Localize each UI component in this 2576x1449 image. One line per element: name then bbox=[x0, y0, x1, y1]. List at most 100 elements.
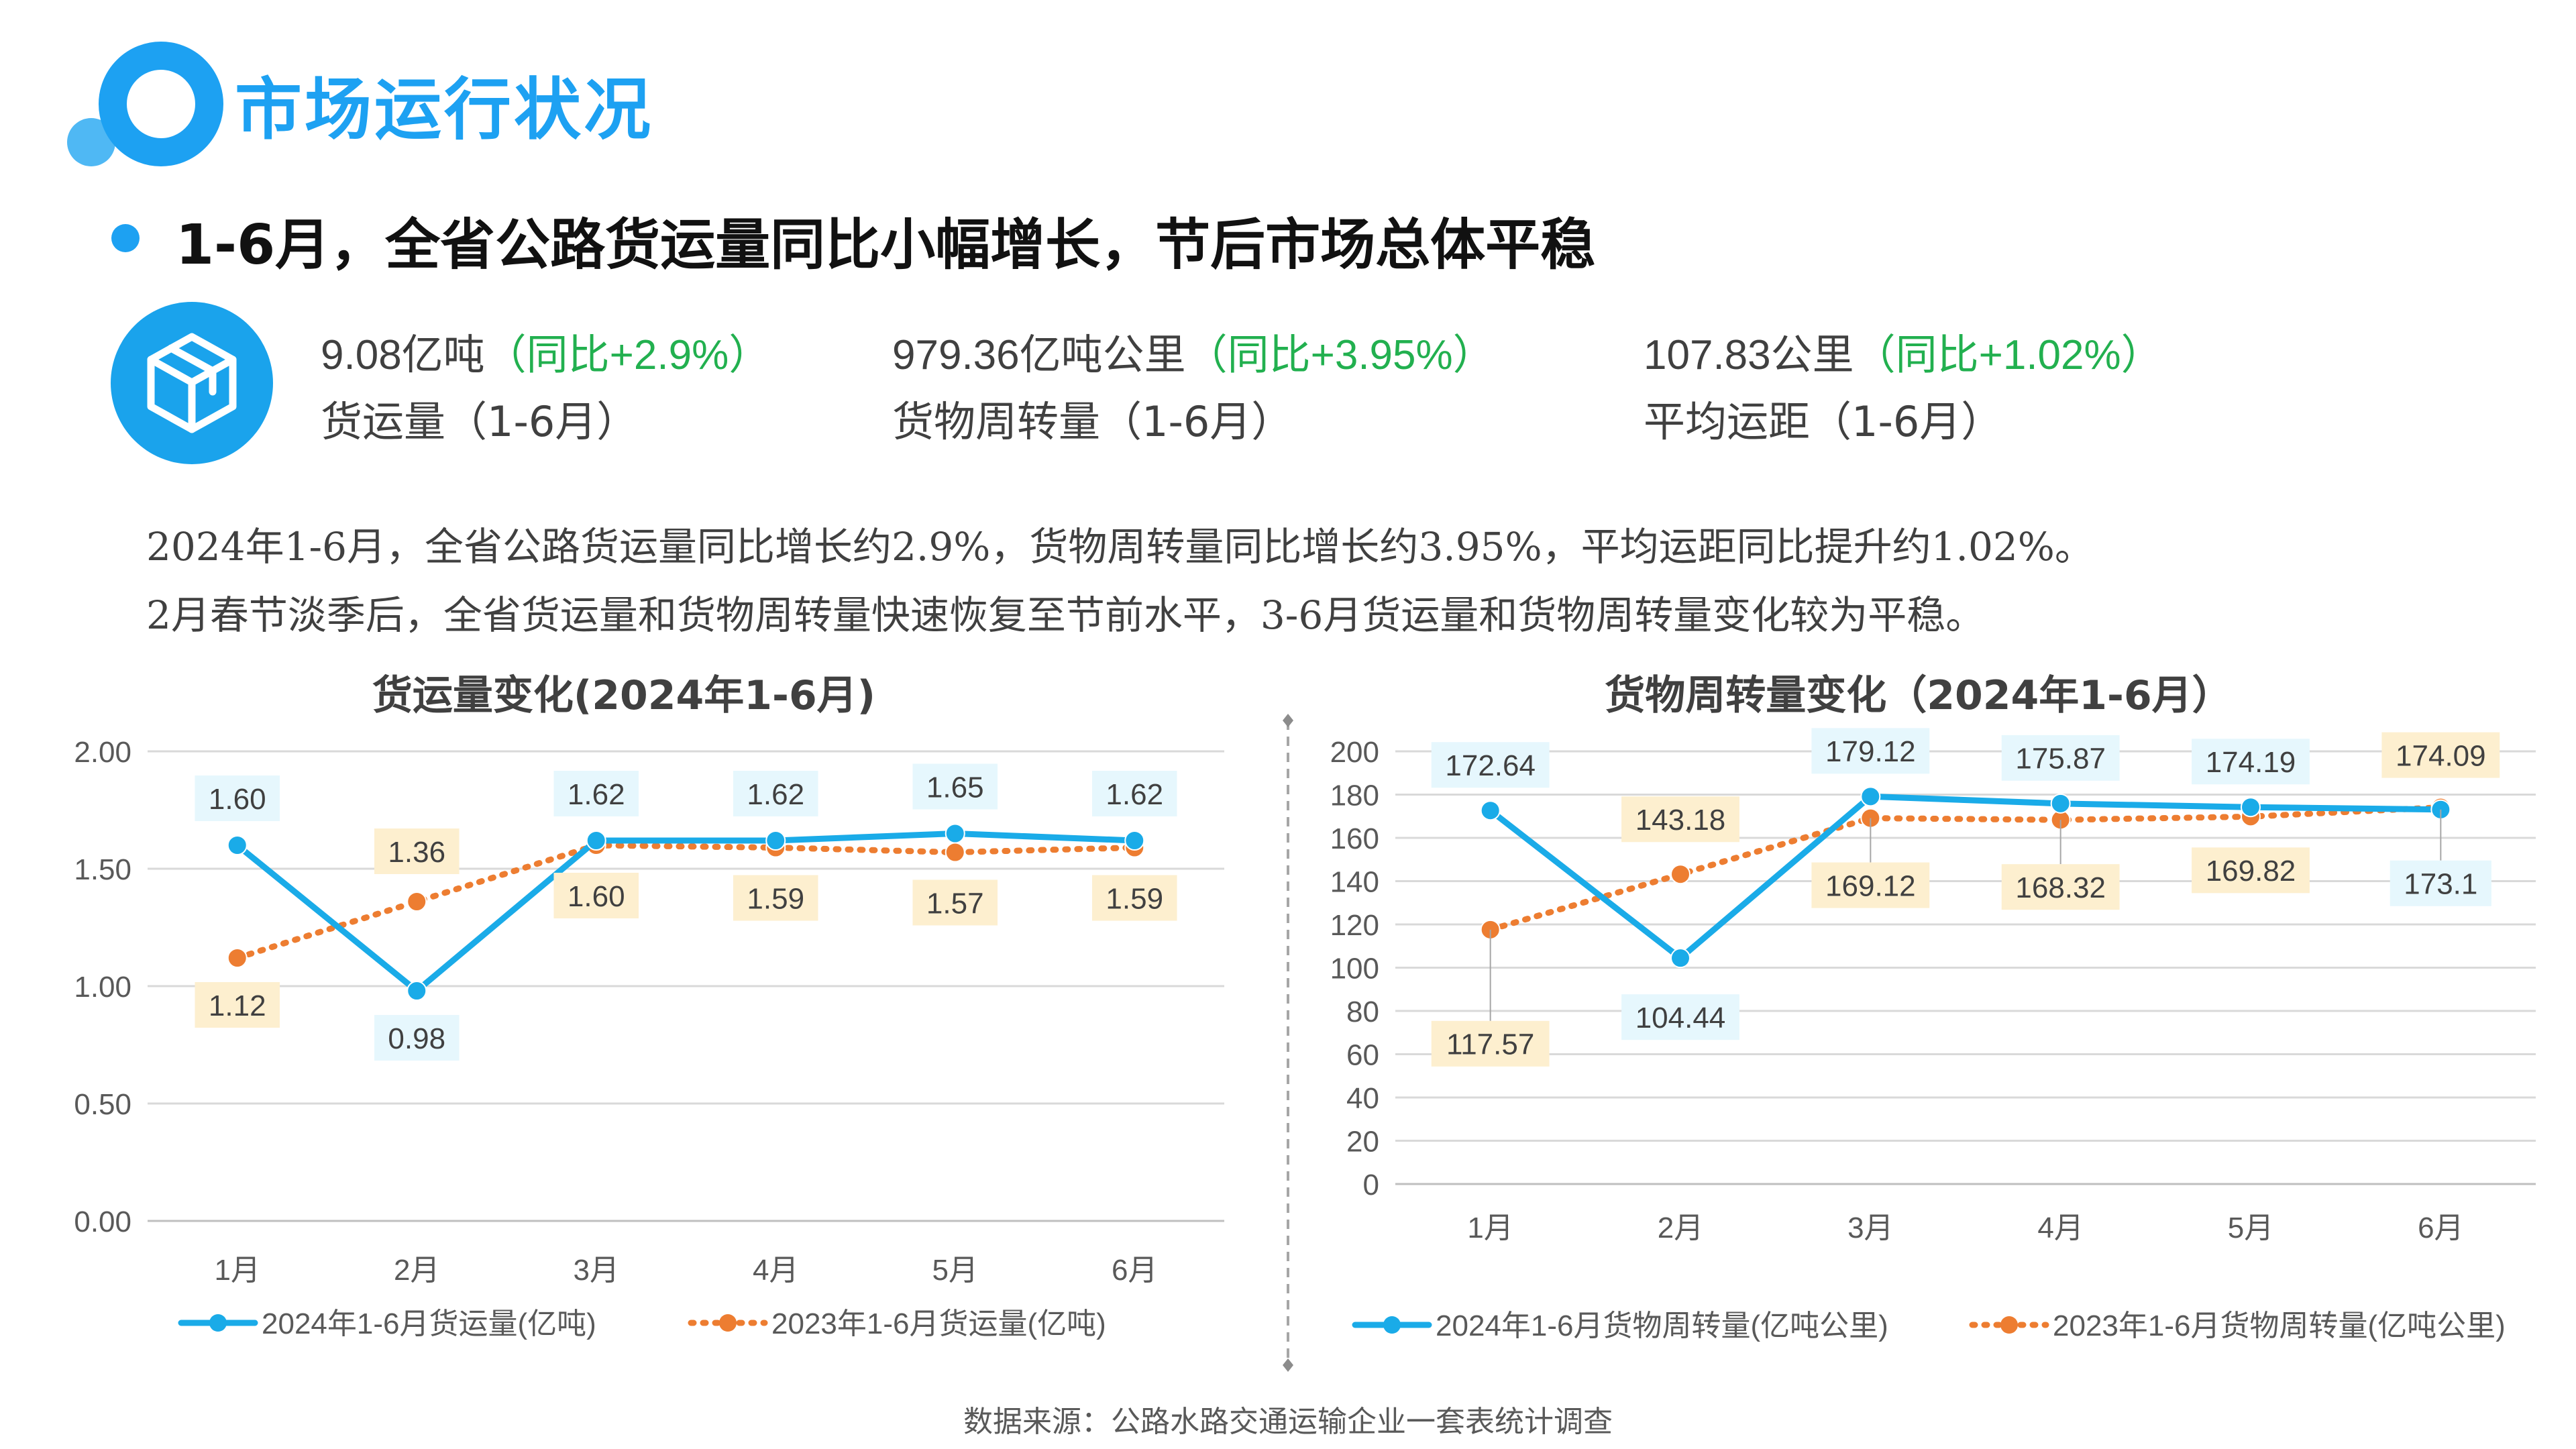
x-tick-label: 4月 bbox=[753, 1254, 798, 1287]
chart-freight-volume: 0.00 0.50 1.00 1.50 2.00 1月 2月 3月 4月 5月 6月 1.60 0.98… bbox=[74, 736, 1224, 1340]
x-tick-label: 5月 bbox=[2228, 1212, 2273, 1244]
x-tick-label: 3月 bbox=[574, 1254, 619, 1287]
chart-title-volume: 货运量变化(2024年1-6月) bbox=[372, 672, 876, 719]
data-label: 174.09 bbox=[2396, 739, 2486, 772]
stat-value: 107.83公里 bbox=[1644, 332, 1854, 378]
data-point bbox=[407, 981, 427, 1001]
y-tick-label: 2.00 bbox=[74, 736, 131, 769]
data-point bbox=[2050, 793, 2071, 814]
y-tick-label: 0.00 bbox=[74, 1205, 131, 1238]
y-tick-label: 100 bbox=[1330, 953, 1379, 985]
legend-label: 2023年1-6月货运量(亿吨) bbox=[771, 1307, 1106, 1340]
stat-label: 货运量（1-6月） bbox=[321, 397, 639, 446]
y-tick-label: 0.50 bbox=[74, 1088, 131, 1121]
data-label: 117.57 bbox=[1446, 1028, 1534, 1061]
data-label: 168.32 bbox=[2015, 871, 2106, 904]
legend-label: 2024年1-6月货物周转量(亿吨公里) bbox=[1436, 1309, 1888, 1342]
data-label-bg bbox=[2390, 860, 2491, 906]
data-point bbox=[945, 823, 965, 844]
legend-swatch-marker bbox=[1383, 1316, 1401, 1334]
legend-swatch-marker bbox=[209, 1314, 227, 1332]
data-label-bg bbox=[1621, 994, 1739, 1040]
data-label-bg bbox=[2192, 847, 2310, 894]
data-label: 169.82 bbox=[2206, 855, 2296, 888]
logo-icon bbox=[67, 42, 223, 166]
y-tick-label: 160 bbox=[1330, 822, 1379, 855]
data-label-bg bbox=[1811, 862, 1930, 908]
data-label-bg bbox=[553, 771, 639, 816]
data-label-bg bbox=[374, 828, 460, 874]
chart-divider bbox=[1283, 714, 1293, 1372]
data-point bbox=[1670, 864, 1690, 885]
data-label: 1.59 bbox=[1106, 882, 1163, 915]
data-point bbox=[1670, 948, 1690, 969]
data-label-bg bbox=[1811, 728, 1930, 774]
data-label-bg bbox=[1091, 771, 1177, 816]
data-label-bg bbox=[1431, 742, 1550, 788]
x-tick-label: 4月 bbox=[2037, 1212, 2083, 1244]
package-box-icon bbox=[111, 302, 273, 464]
data-label: 1.62 bbox=[747, 778, 804, 811]
data-label-bg bbox=[733, 875, 818, 921]
data-label: 1.60 bbox=[209, 783, 266, 816]
stat-change: （同比+1.02%） bbox=[1854, 332, 2163, 378]
y-tick-label: 20 bbox=[1346, 1126, 1379, 1159]
data-label: 1.59 bbox=[747, 882, 804, 915]
stat-value: 9.08亿吨 bbox=[321, 332, 485, 378]
y-tick-label: 140 bbox=[1330, 866, 1379, 899]
x-tick-label: 6月 bbox=[2418, 1212, 2463, 1244]
chart-cargo-turnover: 0 20 40 60 80 100 120 140 160 180 200 1月 2月 3月 4月 5月 6月 1… bbox=[1330, 728, 2536, 1342]
x-tick-label: 3月 bbox=[1847, 1212, 1893, 1244]
data-label: 172.64 bbox=[1445, 749, 1536, 782]
data-label-bg bbox=[1621, 796, 1739, 843]
data-label-bg bbox=[553, 873, 639, 918]
data-label: 0.98 bbox=[388, 1022, 445, 1055]
data-label: 1.62 bbox=[1106, 778, 1163, 811]
data-point bbox=[1480, 800, 1501, 821]
y-tick-label: 200 bbox=[1330, 736, 1379, 769]
series-line bbox=[1487, 793, 2444, 961]
data-point bbox=[1860, 786, 1881, 807]
data-label: 143.18 bbox=[1635, 804, 1726, 837]
bullet-icon bbox=[111, 224, 140, 252]
data-label-bg bbox=[912, 763, 998, 810]
data-point bbox=[1124, 830, 1145, 851]
data-label: 1.60 bbox=[568, 880, 625, 913]
data-label-bg bbox=[733, 771, 818, 816]
legend-label: 2023年1-6月货物周转量(亿吨公里) bbox=[2053, 1309, 2506, 1342]
data-label-bg bbox=[2381, 732, 2500, 778]
data-label: 169.12 bbox=[1825, 869, 1916, 902]
x-tick-label: 2月 bbox=[394, 1254, 439, 1287]
data-label-bg bbox=[1431, 1020, 1550, 1067]
y-tick-label: 0 bbox=[1363, 1169, 1379, 1201]
y-tick-label: 120 bbox=[1330, 909, 1379, 942]
series-line bbox=[1487, 804, 2444, 933]
stat-label: 平均运距（1-6月） bbox=[1644, 397, 2003, 446]
x-tick-label: 5月 bbox=[932, 1254, 978, 1287]
stat-change: （同比+3.95%） bbox=[1185, 332, 1495, 378]
y-tick-label: 1.00 bbox=[74, 971, 131, 1004]
stat-avg-distance: 107.83公里（同比+1.02%） bbox=[1644, 321, 2163, 381]
page-title: 市场运行状况 bbox=[235, 70, 653, 149]
data-label: 174.19 bbox=[2206, 746, 2296, 779]
x-tick-label: 2月 bbox=[1658, 1212, 1703, 1244]
y-tick-label: 1.50 bbox=[74, 853, 131, 886]
data-label: 104.44 bbox=[1635, 1002, 1726, 1034]
data-label-bg bbox=[1091, 875, 1177, 921]
description-line: 2024年1-6月，全省公路货运量同比增长约2.9%，货物周转量同比增长约3.9… bbox=[146, 524, 2094, 570]
data-point bbox=[2241, 797, 2261, 818]
data-label: 1.36 bbox=[388, 836, 445, 869]
data-point bbox=[227, 948, 248, 968]
data-point bbox=[407, 892, 427, 912]
series-line bbox=[234, 830, 1138, 994]
y-tick-label: 60 bbox=[1346, 1039, 1379, 1072]
data-label-bg bbox=[195, 775, 280, 821]
stat-value: 979.36亿吨公里 bbox=[892, 332, 1186, 378]
x-tick-label: 6月 bbox=[1112, 1254, 1157, 1287]
logo-ring bbox=[99, 42, 223, 166]
x-tick-label: 1月 bbox=[1467, 1212, 1513, 1244]
stat-change: （同比+2.9%） bbox=[484, 332, 771, 378]
data-label: 1.65 bbox=[926, 771, 984, 804]
data-label-bg bbox=[195, 982, 280, 1028]
data-label: 179.12 bbox=[1825, 735, 1916, 768]
